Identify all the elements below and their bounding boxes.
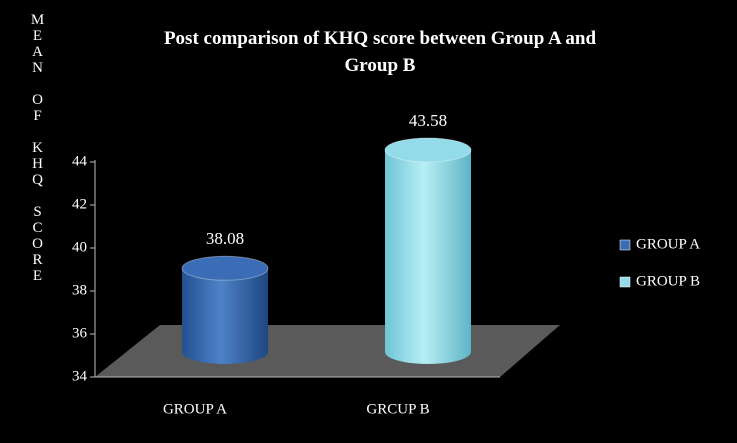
y-tick-label: 38 [72,282,87,298]
bar-top [181,255,269,281]
bar-top [384,137,472,163]
legend-swatch [619,239,631,251]
y-tick-label: 44 [72,153,88,169]
bar [182,256,268,364]
x-tick-label: GROUP A [163,401,227,417]
y-tick-label: 40 [72,239,87,255]
y-tick-label: 42 [72,196,87,212]
y-axis-label: MEAN OF KHQ SCORE [29,12,46,284]
data-label: 43.58 [409,111,447,130]
data-label: 38.08 [206,229,244,248]
chart-title: Post comparison of KHQ score between Gro… [164,28,597,76]
legend-label: GROUP A [636,236,700,252]
legend-label: GROUP B [636,273,700,289]
x-tick-label: GRCUP B [366,401,429,417]
y-tick-label: 34 [72,368,88,384]
floor [95,325,560,377]
legend-swatch [619,276,631,288]
y-tick-label: 36 [72,325,88,341]
bar [385,138,471,364]
